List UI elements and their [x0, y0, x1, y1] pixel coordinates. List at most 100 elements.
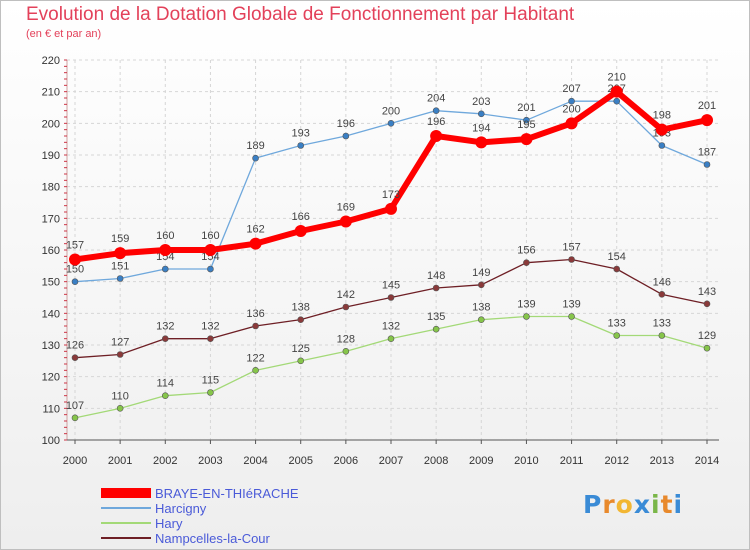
y-tick-label: 120 [42, 372, 60, 384]
data-label: 126 [66, 340, 84, 352]
data-label: 114 [157, 378, 175, 390]
data-label: 154 [608, 251, 626, 263]
logo-letter: i [651, 490, 661, 519]
data-label: 195 [517, 119, 535, 131]
series-braye-en-thi-rache: 157 159 160 160 162 166 169 173 196 194 195 200 210 1… [66, 72, 716, 266]
data-point [387, 294, 395, 301]
data-point [71, 278, 79, 285]
data-point [520, 133, 533, 146]
data-label: 148 [427, 270, 445, 282]
chart-title: Evolution de la Dotation Globale de Fonc… [26, 4, 575, 25]
data-point [477, 110, 485, 118]
x-tick-label: 2006 [334, 455, 358, 467]
data-label: 132 [382, 321, 400, 333]
data-label: 160 [156, 230, 174, 242]
logo-letter: o [615, 490, 634, 519]
data-label: 139 [562, 299, 580, 311]
y-tick-label: 100 [42, 435, 60, 447]
data-point [477, 281, 485, 289]
legend-label: Hary [155, 516, 183, 531]
y-tick-label: 170 [42, 213, 60, 225]
data-point [430, 130, 443, 142]
data-point [252, 322, 259, 330]
data-label: 157 [66, 240, 84, 252]
legend-label: BRAYE-EN-THIéRACHE [155, 486, 299, 501]
y-tick-label: 160 [42, 245, 60, 257]
data-label: 110 [111, 390, 129, 402]
data-label: 138 [292, 302, 310, 314]
data-point [207, 335, 214, 342]
data-label: 193 [292, 128, 310, 140]
data-point [161, 335, 169, 342]
data-point [703, 161, 711, 168]
data-label: 150 [66, 264, 84, 276]
data-point [701, 114, 713, 127]
data-point [387, 335, 395, 342]
x-tick-label: 2001 [108, 455, 132, 467]
data-point [161, 392, 169, 399]
logo-letter: r [602, 490, 616, 519]
data-point [114, 247, 127, 260]
data-point [204, 244, 217, 256]
data-point [568, 97, 575, 105]
data-point [568, 256, 575, 263]
chart-subtitle: (en € et par an) [26, 28, 102, 40]
y-tick-label: 200 [42, 118, 60, 130]
proxiti-logo[interactable]: Proxiti [583, 490, 683, 519]
legend-label: Nampcelles-la-Cour [155, 531, 271, 546]
x-tick-label: 2000 [63, 455, 87, 467]
x-tick-label: 2003 [198, 455, 222, 467]
data-label: 132 [156, 321, 174, 333]
y-tick-label: 220 [42, 55, 60, 67]
y-tick-label: 180 [42, 182, 60, 194]
data-point [523, 313, 530, 320]
data-label: 107 [66, 400, 84, 412]
x-tick-label: 2007 [379, 455, 403, 467]
data-point [116, 275, 124, 282]
data-point [159, 244, 172, 256]
data-point [207, 265, 214, 273]
logo-letter: t [660, 490, 674, 519]
data-label: 127 [111, 337, 129, 349]
data-point [71, 354, 79, 361]
data-label: 133 [608, 318, 626, 330]
data-point [523, 259, 530, 266]
data-point [432, 284, 440, 292]
data-point [161, 265, 169, 273]
data-label: 139 [517, 299, 535, 311]
data-point [523, 116, 530, 124]
data-label: 143 [698, 286, 716, 298]
data-point [703, 300, 711, 308]
data-label: 115 [202, 375, 220, 387]
data-label: 133 [653, 318, 671, 330]
data-label: 136 [246, 308, 264, 320]
data-label: 135 [427, 311, 445, 323]
data-label: 194 [472, 122, 490, 134]
data-label: 125 [292, 343, 310, 355]
data-label: 203 [472, 96, 490, 108]
data-point [432, 107, 440, 114]
data-point [613, 332, 621, 339]
data-label: 160 [201, 230, 219, 242]
data-label: 189 [246, 140, 264, 152]
data-point [294, 225, 307, 237]
data-label: 142 [337, 289, 355, 301]
data-point [655, 123, 668, 136]
y-tick-label: 210 [42, 87, 60, 99]
data-label: 200 [382, 105, 400, 117]
y-tick-label: 140 [42, 308, 60, 320]
data-label: 159 [111, 233, 129, 245]
data-point [116, 351, 124, 358]
data-point [342, 132, 350, 140]
data-label: 200 [562, 103, 580, 115]
series-hary: 107 110 114 115 122 125 128 132 135 138 139 139 133 1… [66, 299, 716, 422]
x-tick-label: 2002 [153, 455, 177, 467]
data-label: 166 [292, 211, 310, 223]
data-point [477, 316, 485, 323]
data-point [297, 142, 305, 149]
data-point [207, 389, 214, 396]
data-label: 162 [246, 224, 264, 236]
data-label: 154 [201, 251, 219, 263]
y-tick-label: 150 [42, 277, 60, 289]
data-point [385, 202, 397, 215]
